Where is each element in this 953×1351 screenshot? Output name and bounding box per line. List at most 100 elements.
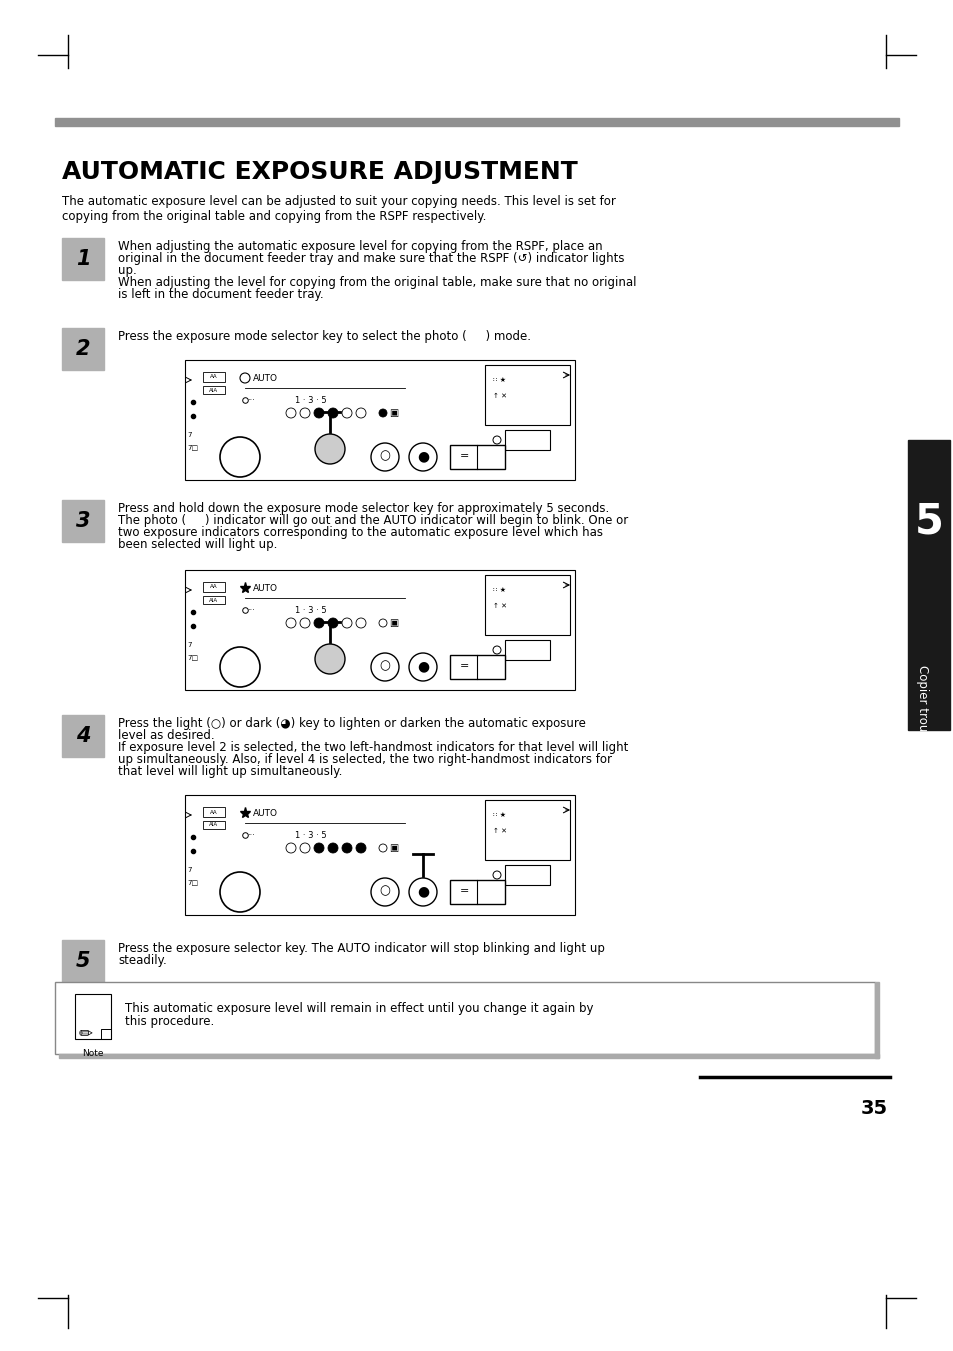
Bar [203,386,225,394]
Bar [203,372,225,382]
Text: 4: 4 [75,725,91,746]
Bar [55,982,874,1054]
Text: ↑ ✕: ↑ ✕ [493,603,506,609]
Text: this procedure.: this procedure. [125,1015,214,1028]
Text: up simultaneously. Also, if level 4 is selected, the two right-handmost indicato: up simultaneously. Also, if level 4 is s… [118,753,612,766]
Bar [203,596,225,604]
Text: up.: up. [118,263,136,277]
Text: ✏: ✏ [78,1024,91,1042]
Text: 5: 5 [75,951,91,971]
Circle shape [371,653,398,681]
Circle shape [378,409,387,417]
Text: ○: ○ [379,450,390,462]
Text: AA: AA [210,585,217,589]
Text: 7□: 7□ [187,880,198,885]
Bar [185,359,575,480]
Text: ●: ● [416,884,429,898]
Text: =: = [460,886,469,896]
Text: AIA: AIA [210,597,218,603]
Bar [62,940,104,982]
Bar [484,800,569,861]
Bar [62,328,104,370]
Circle shape [299,408,310,417]
Text: AA: AA [210,374,217,380]
Text: AUTO: AUTO [253,374,277,382]
Text: AIA: AIA [210,388,218,393]
Circle shape [299,617,310,628]
Text: ↑ ✕: ↑ ✕ [493,828,506,834]
Text: ∷ ★: ∷ ★ [493,586,505,593]
Text: ●: ● [416,659,429,673]
Text: ▣: ▣ [389,617,397,628]
Text: 1 · 3 · 5: 1 · 3 · 5 [294,607,326,615]
Circle shape [220,647,260,688]
Circle shape [328,617,337,628]
Text: been selected will light up.: been selected will light up. [118,538,277,551]
Bar [450,655,504,680]
Text: two exposure indicators corresponding to the automatic exposure level which has: two exposure indicators corresponding to… [118,526,602,539]
Text: 2: 2 [75,339,91,359]
Bar [907,440,949,730]
Text: The automatic exposure level can be adjusted to suit your copying needs. This le: The automatic exposure level can be adju… [62,195,616,208]
Text: =: = [460,661,469,671]
Text: 7□: 7□ [187,444,198,450]
Text: ···: ··· [247,607,254,615]
Bar [484,576,569,635]
Circle shape [220,436,260,477]
Text: AUTOMATIC EXPOSURE ADJUSTMENT: AUTOMATIC EXPOSURE ADJUSTMENT [62,159,578,184]
Text: Press the light (○) or dark (◕) key to lighten or darken the automatic exposure: Press the light (○) or dark (◕) key to l… [118,717,585,730]
Text: steadily.: steadily. [118,954,167,967]
Circle shape [314,843,324,852]
Bar [484,365,569,426]
Text: ▣: ▣ [389,408,397,417]
Circle shape [299,843,310,852]
Bar [450,880,504,904]
Circle shape [493,871,500,880]
Text: ∷ ★: ∷ ★ [493,812,505,817]
Circle shape [286,843,295,852]
Bar [59,1054,878,1058]
Text: that level will light up simultaneously.: that level will light up simultaneously. [118,765,342,778]
Text: When adjusting the automatic exposure level for copying from the RSPF, place an: When adjusting the automatic exposure le… [118,240,602,253]
Circle shape [493,436,500,444]
Text: 3: 3 [75,511,91,531]
Bar [504,430,550,450]
Text: ○: ○ [379,659,390,673]
Text: ···: ··· [247,831,254,840]
Circle shape [341,408,352,417]
Bar [203,807,225,817]
Bar [185,570,575,690]
Text: 1: 1 [75,249,91,269]
Text: 1 · 3 · 5: 1 · 3 · 5 [294,831,326,840]
Text: 7: 7 [187,867,192,873]
Circle shape [409,878,436,907]
Circle shape [355,617,366,628]
Text: copying from the original table and copying from the RSPF respectively.: copying from the original table and copy… [62,209,486,223]
Circle shape [371,443,398,471]
Text: 1 · 3 · 5: 1 · 3 · 5 [294,396,326,405]
Circle shape [493,646,500,654]
Bar [62,500,104,542]
Text: 7: 7 [187,642,192,648]
Text: AA: AA [210,809,217,815]
Text: level as desired.: level as desired. [118,730,214,742]
Circle shape [286,617,295,628]
Text: 35: 35 [860,1098,887,1119]
Text: ∷ ★: ∷ ★ [493,377,505,382]
Text: ↑ ✕: ↑ ✕ [493,393,506,399]
Bar [203,582,225,592]
Bar [504,640,550,661]
Text: ▣: ▣ [389,843,397,852]
Bar [62,715,104,757]
Circle shape [314,408,324,417]
Circle shape [409,443,436,471]
Bar [75,994,111,1039]
Text: Press the exposure selector key. The AUTO indicator will stop blinking and light: Press the exposure selector key. The AUT… [118,942,604,955]
Text: is left in the document feeder tray.: is left in the document feeder tray. [118,288,323,301]
Text: When adjusting the level for copying from the original table, make sure that no : When adjusting the level for copying fro… [118,276,636,289]
Text: ●: ● [416,449,429,463]
Text: If exposure level 2 is selected, the two left-handmost indicators for that level: If exposure level 2 is selected, the two… [118,740,628,754]
Bar [874,982,878,1058]
Text: Note: Note [82,1048,104,1058]
Text: 5: 5 [914,500,943,542]
